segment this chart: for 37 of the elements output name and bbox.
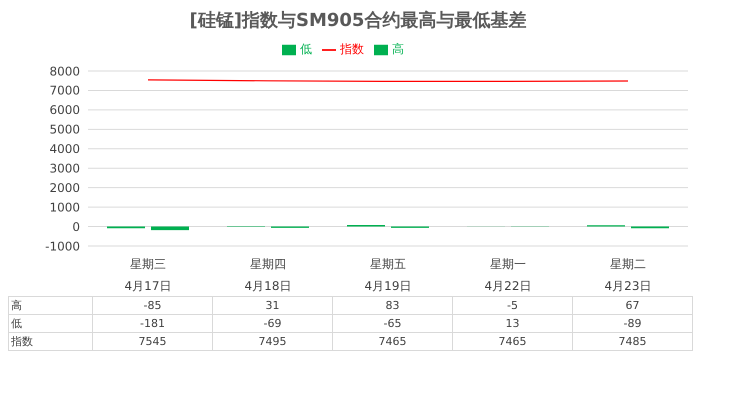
data-label: 7545 (92, 332, 212, 350)
data-label: 7485 (572, 332, 692, 350)
y-tick-label: 2000 (49, 180, 80, 195)
data-label: 13 (452, 314, 572, 332)
data-label: -181 (92, 314, 212, 332)
data-label: 7465 (332, 332, 452, 350)
text: 低 (11, 317, 22, 330)
data-label: -85 (92, 296, 212, 314)
y-tick-label: 4000 (49, 142, 80, 156)
legend-label: 指数 (340, 42, 364, 56)
y-tick-label: 5000 (49, 122, 80, 137)
x-tick-label: 星期三 4月17日 (124, 257, 172, 293)
data-label: -65 (332, 314, 452, 332)
y-tick-label: 3000 (49, 161, 80, 176)
y-tick-label: 8000 (49, 64, 80, 78)
y-tick-label: 0 (72, 220, 80, 234)
y-tick-label: -1000 (45, 239, 80, 254)
text: 指数 (11, 335, 33, 348)
data-label: -89 (572, 314, 692, 332)
data-label: -5 (452, 296, 572, 314)
data-label: -69 (212, 314, 332, 332)
x-tick-label: 星期四 4月18日 (244, 257, 292, 293)
text: 高 (11, 299, 22, 312)
data-label: 7465 (452, 332, 572, 350)
y-tick-label: 6000 (49, 103, 80, 118)
x-tick-label: 星期二 4月23日 (604, 257, 652, 293)
x-tick-label: 星期一 4月22日 (484, 257, 532, 293)
data-label: 7495 (212, 332, 332, 350)
data-label: 67 (572, 296, 692, 314)
data-label: 31 (212, 296, 332, 314)
chart-title: [硅锰]指数与SM905合约最高与最低基差 (188, 9, 528, 32)
y-tick-label: 1000 (49, 200, 80, 214)
legend-label: 高 (392, 42, 404, 56)
data-label: 83 (332, 296, 452, 314)
y-tick-label: 7000 (49, 84, 80, 98)
legend-label: 低 (300, 42, 312, 56)
x-tick-label: 星期五 4月19日 (364, 257, 412, 293)
